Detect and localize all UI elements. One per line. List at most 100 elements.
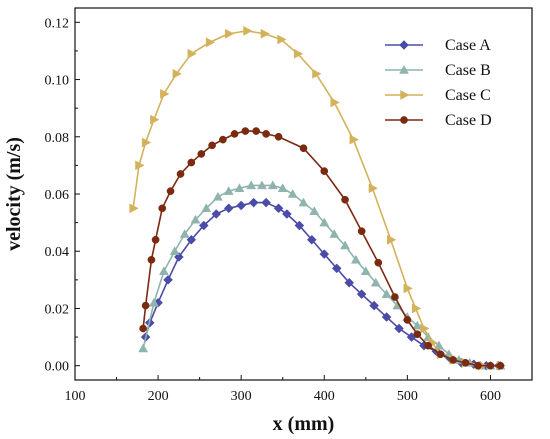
data-point [262, 130, 270, 138]
y-tick-label: 0.00 [45, 360, 70, 375]
series-layer [129, 25, 506, 371]
data-point [360, 266, 371, 276]
data-point [141, 301, 150, 310]
data-point [139, 324, 147, 333]
data-point [223, 203, 234, 214]
data-point [299, 144, 308, 153]
data-point [399, 40, 409, 50]
x-tick-label: 600 [480, 389, 501, 404]
data-point [190, 214, 201, 224]
data-point [267, 180, 278, 190]
data-point [241, 127, 250, 135]
data-point [223, 186, 234, 195]
data-point [224, 28, 235, 39]
data-point [135, 160, 145, 171]
legend-label: Case A [445, 37, 491, 54]
data-point [169, 246, 180, 255]
data-point [274, 132, 283, 141]
legend-label: Case B [445, 62, 491, 79]
data-point [306, 234, 317, 245]
data-point [400, 116, 408, 124]
data-point [129, 203, 139, 214]
legend-label: Case C [445, 87, 491, 104]
data-point [234, 183, 245, 193]
legend-item: Case B [385, 62, 491, 79]
data-point [357, 227, 366, 236]
data-point [350, 254, 361, 264]
data-point [399, 64, 409, 74]
y-tick-label: 0.04 [45, 245, 70, 260]
data-point [187, 48, 197, 59]
data-point [294, 220, 305, 231]
data-point [293, 48, 304, 59]
y-tick-label: 0.06 [45, 188, 70, 203]
data-point [370, 277, 381, 287]
data-point [208, 141, 216, 150]
data-point [158, 204, 167, 213]
x-tick-label: 200 [148, 389, 169, 404]
data-point [381, 312, 392, 322]
data-point [149, 297, 159, 307]
data-point [205, 37, 216, 48]
data-point [252, 127, 260, 135]
data-point [436, 350, 445, 359]
data-point [341, 195, 349, 204]
data-point [198, 220, 209, 231]
data-point [147, 255, 156, 264]
x-axis: 100 200 300 400 500 600 [65, 375, 501, 404]
series-line [142, 184, 501, 367]
data-point [298, 197, 309, 207]
y-tick-label: 0.08 [45, 131, 70, 146]
data-point [486, 361, 495, 370]
data-point [449, 356, 457, 364]
y-tick-label: 0.02 [45, 302, 70, 317]
series-line [142, 130, 501, 367]
data-point [434, 340, 444, 350]
data-point [356, 289, 367, 300]
series-case-d [139, 127, 505, 370]
data-point [400, 90, 410, 100]
y-axis-title: velocity (m/s) [3, 137, 25, 251]
legend-item: Case D [385, 112, 492, 129]
data-point [273, 203, 284, 214]
y-tick-label: 0.12 [45, 16, 70, 31]
data-point [261, 197, 271, 208]
data-point [141, 137, 152, 148]
data-point [246, 180, 257, 190]
data-point [369, 300, 379, 311]
data-point [160, 88, 170, 99]
data-point [187, 158, 196, 167]
data-point [212, 191, 223, 201]
data-point [329, 229, 340, 238]
data-point [319, 249, 330, 259]
data-point [312, 68, 322, 79]
data-point [394, 323, 404, 334]
data-point [319, 217, 330, 227]
x-tick-label: 300 [231, 389, 252, 404]
data-point [219, 135, 227, 144]
data-point [411, 303, 422, 314]
data-point [403, 316, 412, 324]
legend-item: Case A [385, 37, 491, 54]
data-point [163, 274, 173, 285]
y-axis: 0.00 0.02 0.04 0.06 0.08 0.10 0.12 [45, 16, 80, 375]
data-point [403, 283, 413, 294]
x-axis-title: x (mm) [273, 413, 335, 435]
data-point [151, 235, 160, 244]
data-point [374, 258, 383, 267]
legend: Case A Case B Case C Case D [385, 37, 492, 129]
series-case-b [138, 180, 506, 370]
x-tick-label: 400 [314, 389, 335, 404]
data-point [344, 277, 355, 288]
data-point [201, 203, 212, 213]
data-point [309, 206, 320, 215]
data-point [340, 240, 350, 250]
data-point [391, 293, 399, 301]
series-line [132, 30, 501, 367]
data-point [413, 330, 422, 339]
data-point [287, 188, 298, 198]
data-point [150, 114, 160, 125]
data-point [277, 183, 288, 193]
